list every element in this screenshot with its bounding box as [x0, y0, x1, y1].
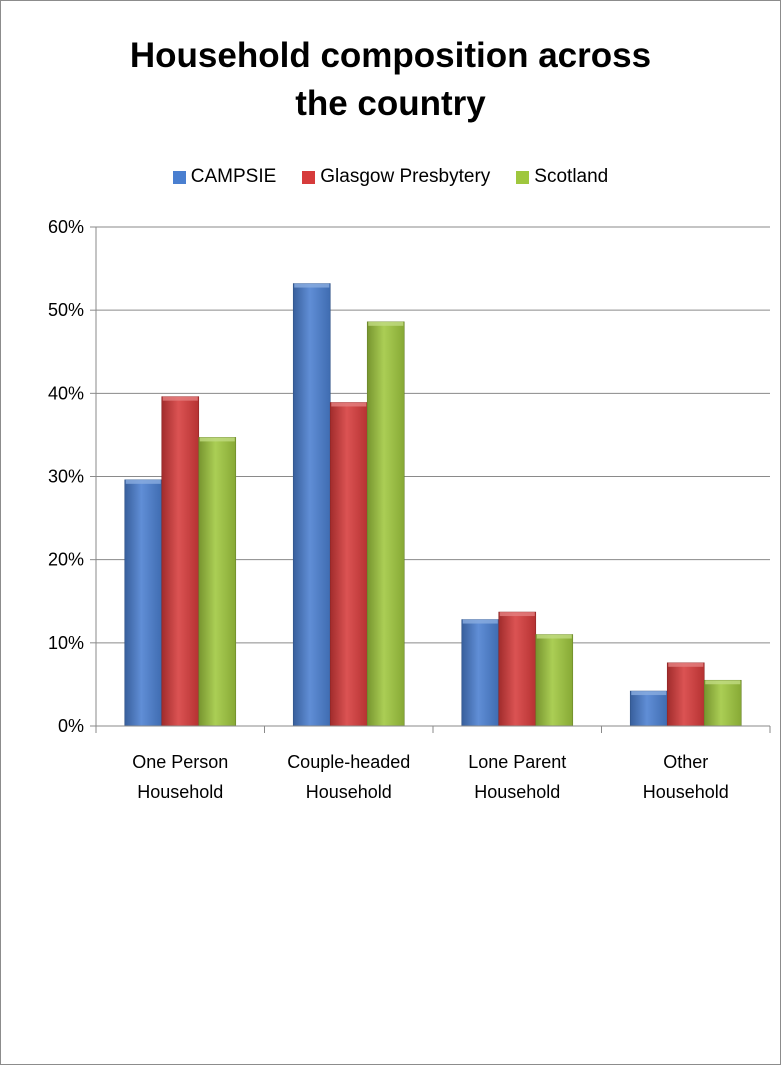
chart-title-line-1: Household composition across [129, 36, 652, 75]
y-tick-label-6: 60% [48, 217, 84, 237]
y-tick-label-1: 10% [48, 633, 84, 653]
bar-scotland-2 [535, 634, 574, 727]
y-tick-label-0: 0% [58, 716, 84, 736]
legend-swatch-scotland [516, 170, 530, 184]
bar-cap-0-3 [631, 691, 667, 696]
bar-cap-1-1 [331, 402, 367, 407]
x-tick-label-2-0: Lone Parent [468, 752, 566, 772]
legend-label-campsie: CAMPSIE [190, 166, 277, 187]
bar-campsie-1 [292, 283, 331, 727]
legend-swatch-campsie [172, 170, 186, 184]
bar-cap-1-2 [499, 612, 535, 617]
axes [95, 227, 771, 733]
bar-cap-1-0 [162, 396, 198, 401]
chart-title: Household composition across the country [0, 32, 781, 128]
legend-item-scotland: Scotland [516, 166, 608, 188]
bar-scotland-0 [198, 437, 237, 727]
legend-item-glasgow-presbytery: Glasgow Presbytery [302, 166, 490, 188]
x-tick-label-1-0: Couple-headed [287, 752, 410, 772]
bar-cap-0-0 [125, 479, 161, 484]
x-tick-label-2-1: Household [474, 782, 560, 802]
bar-glasgow-presbytery-2 [498, 611, 537, 727]
bar-cap-2-1 [368, 321, 404, 326]
y-axis-labels: 0% 10% 20% 30% 40% 50% 60% [48, 217, 84, 736]
bar-scotland-3 [703, 679, 742, 727]
bar-campsie-0 [124, 479, 163, 727]
y-tick-label-5: 50% [48, 300, 84, 320]
bar-glasgow-presbytery-3 [666, 662, 705, 727]
x-tick-label-0-1: Household [137, 782, 223, 802]
chart-title-line-2: the country [295, 84, 486, 123]
legend: CAMPSIE Glasgow Presbytery Scotland [0, 166, 781, 188]
legend-label-scotland: Scotland [534, 166, 609, 187]
bar-cap-2-2 [536, 634, 572, 639]
x-tick-label-3-0: Other [663, 752, 708, 772]
x-tick-label-0-0: One Person [132, 752, 228, 772]
bar-cap-1-3 [668, 662, 704, 667]
bar-cap-2-0 [199, 437, 235, 442]
bar-campsie-3 [629, 690, 668, 727]
bar-cap-0-2 [462, 619, 498, 624]
y-tick-label-2: 20% [48, 550, 84, 570]
y-tick-label-3: 30% [48, 467, 84, 487]
legend-item-campsie: CAMPSIE [172, 166, 277, 188]
x-tick-label-3-1: Household [643, 782, 729, 802]
bar-campsie-2 [461, 619, 500, 727]
bar-scotland-1 [366, 321, 405, 727]
x-tick-label-1-1: Household [306, 782, 392, 802]
x-axis-labels: One Person Household Couple-headed Househol… [132, 752, 729, 802]
bar-glasgow-presbytery-0 [161, 396, 200, 727]
legend-label-glasgow-presbytery: Glasgow Presbytery [320, 166, 491, 187]
bar-glasgow-presbytery-1 [329, 402, 368, 727]
bar-cap-0-1 [294, 283, 330, 288]
bar-cap-2-3 [705, 680, 741, 685]
y-tick-label-4: 40% [48, 383, 84, 403]
bars [124, 283, 742, 727]
legend-swatch-glasgow-presbytery [302, 170, 316, 184]
